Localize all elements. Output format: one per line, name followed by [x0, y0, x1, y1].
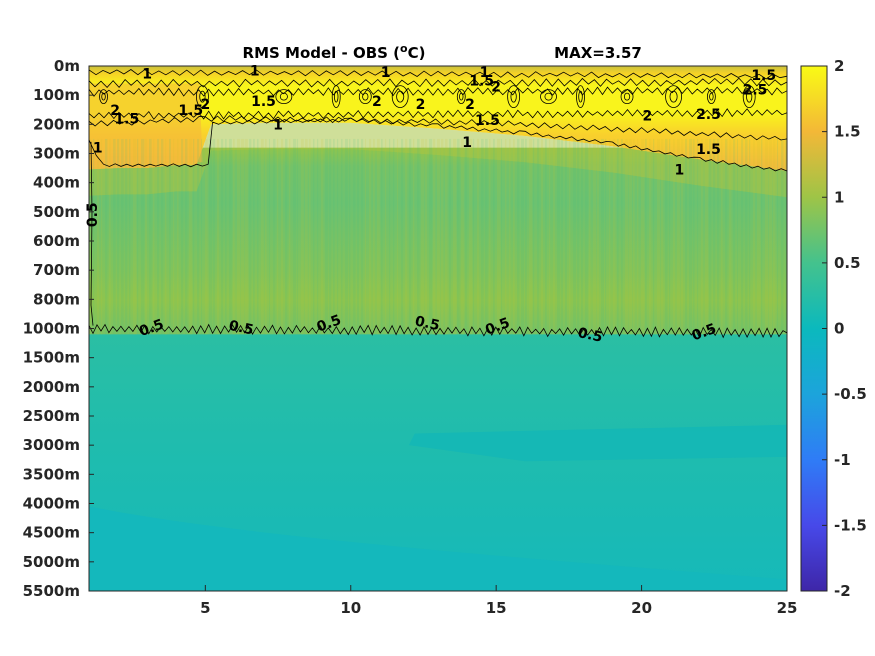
contour-label: 1	[93, 141, 103, 157]
contour-label: 1.5	[178, 103, 203, 119]
contour-1-upper	[88, 69, 788, 80]
contour-label: 1	[250, 63, 260, 79]
contour-label: 1.5	[696, 142, 721, 158]
x-axis: 5 10 15 20 25	[200, 585, 797, 617]
abyssal-field	[89, 506, 787, 591]
contour-label: 1.5	[251, 94, 276, 110]
contour-label: 1	[273, 117, 283, 133]
contour-1-lower	[88, 117, 788, 172]
y-tick-label: 700m	[33, 261, 80, 279]
contour-2-upper	[88, 86, 788, 97]
deep-cool-patch	[408, 424, 787, 462]
colorbar: 2 1.5 1 0.5 0 -0.5 -1 -1.5 -2	[800, 57, 867, 600]
contour-label: 2	[372, 94, 382, 110]
contour-label: 2.5	[743, 82, 768, 98]
x-tick-label: 25	[777, 599, 798, 617]
y-tick-label: 800m	[33, 290, 80, 308]
contour-label: 1	[462, 135, 472, 151]
colorbar-tick-label: 1	[834, 188, 844, 206]
y-axis: 0m 100m 200m 300m 400m 500m 600m 700m 800m 1000m 1…	[23, 57, 94, 600]
contour-label: 1	[381, 65, 391, 81]
colorbar-tick-label: 0	[834, 320, 844, 338]
y-tick-label: 3500m	[23, 465, 80, 483]
contour-label: 1	[142, 66, 152, 82]
chart-title: RMS Model - OBS (oC)	[243, 42, 426, 62]
contour-label: 1.5	[751, 68, 776, 84]
colorbar-tick-label: -2	[834, 582, 851, 600]
y-tick-label: 2000m	[23, 378, 80, 396]
plot-area	[89, 66, 787, 591]
contour-label: 0.5	[137, 317, 166, 341]
contour-1.5-lower	[88, 115, 788, 141]
contour-label: 2	[491, 79, 501, 95]
y-tick-label: 1500m	[23, 349, 80, 367]
colorbar-tick-label: 0.5	[834, 254, 861, 272]
y-tick-label: 200m	[33, 115, 80, 133]
contour-0.5-edge	[90, 141, 94, 326]
colorbar-tick-label: 2	[834, 57, 844, 75]
contour-ellipses	[99, 85, 756, 109]
colorbar-tick-label: -1.5	[834, 516, 867, 534]
contour-label: 0.5	[483, 315, 512, 339]
y-tick-label: 4000m	[23, 495, 80, 513]
contour-lines	[88, 69, 788, 339]
y-tick-label: 5500m	[23, 582, 80, 600]
contour-label: 0.5	[690, 321, 719, 345]
x-tick-label: 10	[340, 599, 361, 617]
streak-texture	[89, 138, 787, 335]
x-tick-label: 5	[200, 599, 210, 617]
warm-transition-band	[89, 122, 787, 198]
y-tick-label: 0m	[54, 57, 80, 75]
colorbar-ticks: 2 1.5 1 0.5 0 -0.5 -1 -1.5 -2	[822, 57, 867, 600]
y-tick-label: 300m	[33, 145, 80, 163]
contour-label: 1.5	[114, 112, 139, 128]
contour-label: 0.5	[315, 312, 344, 336]
y-tick-label: 100m	[33, 86, 80, 104]
y-tick-label: 3000m	[23, 436, 80, 454]
contour-2-lower	[88, 108, 788, 120]
y-tick-label: 400m	[33, 174, 80, 192]
y-tick-label: 5000m	[23, 553, 80, 571]
contour-label: 1	[480, 65, 490, 81]
colorbar-tick-label: -0.5	[834, 385, 867, 403]
contour-label: 1.5	[475, 113, 500, 129]
x-tick-label: 20	[631, 599, 652, 617]
warm-core-left	[89, 83, 203, 166]
max-label: MAX=3.57	[554, 44, 642, 62]
contour-label: 2	[416, 97, 426, 113]
contour-label: 0.5	[413, 313, 441, 334]
contour-labels: 1 1 1 11.521.52.521.51.52 1.5 2 2 21.5 2 2.511 1 1.…	[85, 63, 776, 345]
contour-label: 0.5	[227, 318, 255, 339]
contour-1.5-upper	[88, 77, 788, 89]
contour-label: 2	[110, 103, 120, 119]
contour-label: 0.5	[85, 202, 101, 227]
colorbar-tick-label: 1.5	[834, 123, 861, 141]
y-tick-label: 4500m	[23, 524, 80, 542]
x-tick-label: 15	[486, 599, 507, 617]
upper-warm-field	[89, 66, 787, 171]
contour-label: 0.5	[576, 325, 604, 346]
contour-label: 2	[465, 97, 475, 113]
contour-0.5-deep	[88, 323, 788, 339]
y-tick-label: 1000m	[23, 320, 80, 338]
contour-label: 2	[200, 97, 210, 113]
y-tick-label: 500m	[33, 203, 80, 221]
contour-label: 1	[675, 163, 685, 179]
colorbar-tick-label: -1	[834, 451, 851, 469]
contour-label: 1.5	[469, 74, 494, 90]
contour-label: 2	[643, 109, 653, 125]
y-tick-label: 600m	[33, 232, 80, 250]
contour-label: 2.5	[696, 107, 721, 123]
y-tick-label: 2500m	[23, 407, 80, 425]
